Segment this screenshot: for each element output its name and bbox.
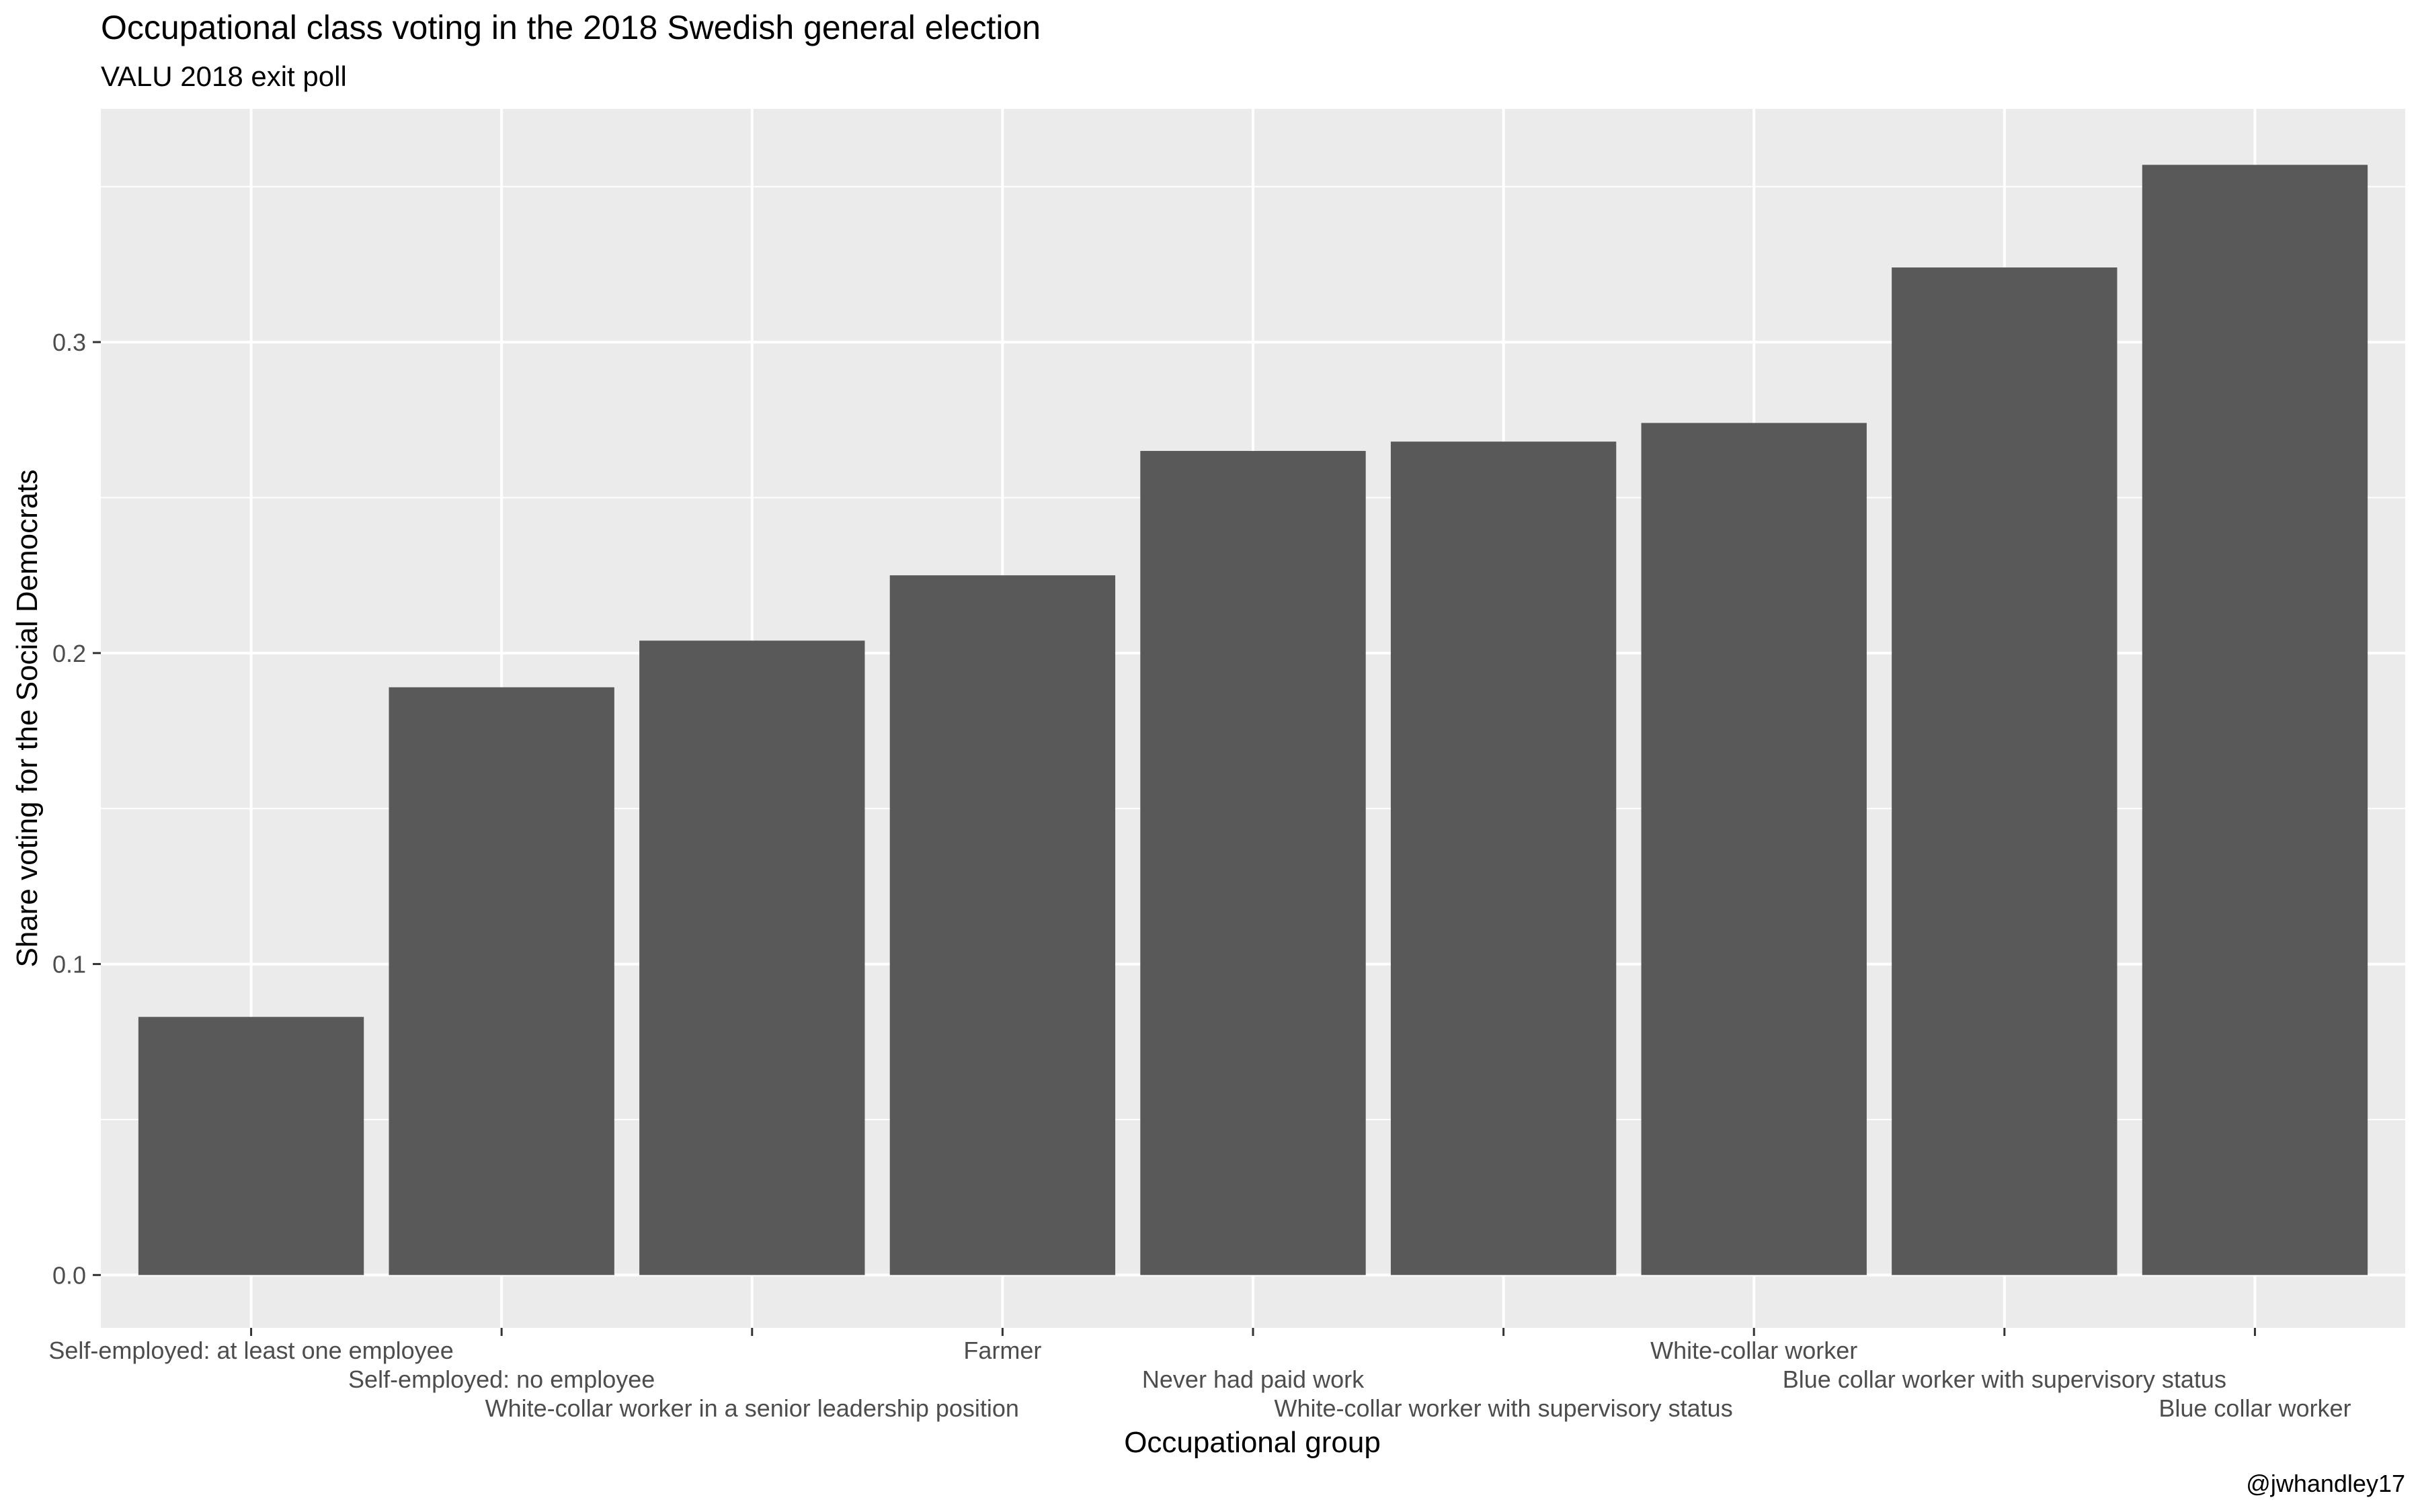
caption: @jwhandley17 xyxy=(2246,1470,2405,1497)
x-tick-label: Blue collar worker with supervisory stat… xyxy=(1783,1366,2226,1393)
x-tick-label: Farmer xyxy=(963,1337,1041,1364)
y-tick-label: 0.2 xyxy=(52,640,86,667)
bar xyxy=(138,1017,364,1275)
x-tick-label: Never had paid work xyxy=(1142,1366,1365,1393)
bar xyxy=(639,640,865,1275)
bars xyxy=(138,165,2368,1275)
y-axis: 0.0 0.1 0.2 0.3 xyxy=(52,329,101,1289)
chart-subtitle: VALU 2018 exit poll xyxy=(101,60,347,92)
x-axis-title: Occupational group xyxy=(1124,1426,1381,1459)
x-tick-label: White-collar worker xyxy=(1650,1337,1857,1364)
x-tick-label: White-collar worker with supervisory sta… xyxy=(1275,1394,1733,1422)
x-axis: Self-employed: at least one employeeSelf… xyxy=(48,1328,2351,1422)
x-tick-label: Blue collar worker xyxy=(2159,1394,2351,1422)
bar xyxy=(1390,442,1617,1275)
bar xyxy=(1892,267,2118,1275)
y-tick-label: 0.3 xyxy=(52,329,86,356)
x-tick-label: Self-employed: no employee xyxy=(348,1366,655,1393)
y-axis-title: Share voting for the Social Democrats xyxy=(11,469,44,967)
bar xyxy=(889,575,1116,1275)
bar xyxy=(2142,165,2368,1275)
y-tick-label: 0.0 xyxy=(52,1261,86,1289)
chart-title: Occupational class voting in the 2018 Sw… xyxy=(101,9,1041,46)
bar xyxy=(1641,423,1867,1275)
bar xyxy=(1140,451,1366,1275)
bar xyxy=(389,687,614,1275)
y-tick-label: 0.1 xyxy=(52,951,86,978)
x-tick-label: Self-employed: at least one employee xyxy=(48,1337,453,1364)
x-tick-label: White-collar worker in a senior leadersh… xyxy=(485,1394,1019,1422)
